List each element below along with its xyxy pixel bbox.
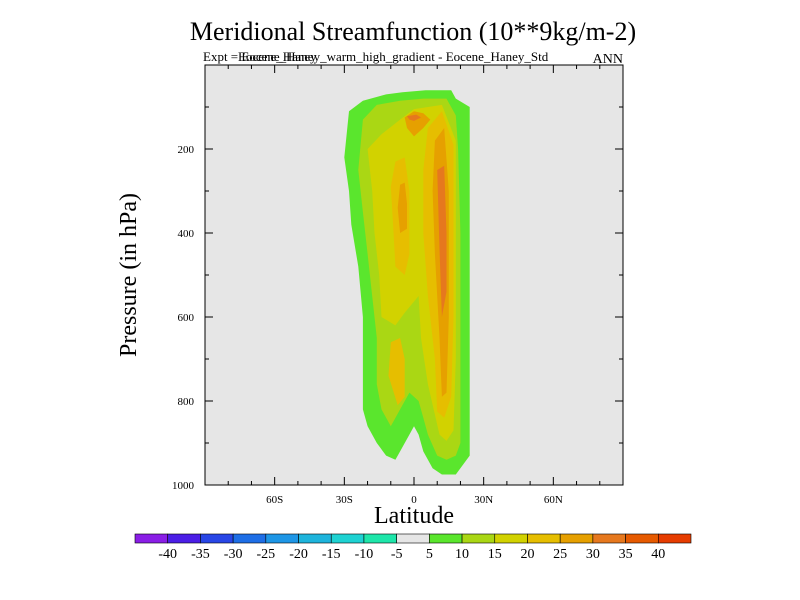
contour-fills — [344, 90, 470, 475]
colorbar-swatch — [298, 533, 332, 544]
y-tick-label: 1000 — [172, 480, 195, 492]
chart-title: Meridional Streamfunction (10**9kg/m-2) — [190, 17, 636, 46]
y-tick-label: 200 — [178, 144, 195, 156]
colorbar-label: -5 — [391, 547, 403, 562]
colorbar-label: 10 — [455, 547, 469, 562]
x-tick-label: 60N — [544, 494, 563, 506]
colorbar-label: -40 — [158, 547, 177, 562]
colorbar-label: -10 — [355, 547, 374, 562]
colorbar-swatch — [232, 533, 267, 544]
colorbar-label: -20 — [289, 547, 308, 562]
colorbar-swatch — [330, 533, 365, 544]
x-axis-label: Latitude — [374, 503, 454, 529]
colorbar-swatch — [396, 533, 430, 544]
y-tick-label: 400 — [178, 228, 195, 240]
colorbar-swatch — [657, 533, 692, 544]
colorbar-swatch — [429, 533, 463, 544]
colorbar-swatch — [592, 533, 626, 544]
axis-tick-labels: 60S 30S 0 30N 60N 200 400 600 800 1000 — [172, 144, 563, 506]
colorbar-label: 30 — [586, 547, 600, 562]
colorbar-labels: -40 -35 -30 -25 -20 -15 -10 -5 5 10 15 20 25 30 35 40 — [158, 547, 665, 562]
x-tick-label: 0 — [411, 494, 417, 506]
contour-region — [437, 165, 447, 317]
x-tick-label: 60S — [266, 494, 283, 506]
colorbar-swatch — [200, 533, 234, 544]
contour-region — [407, 114, 421, 121]
contour-region — [397, 182, 407, 233]
colorbar-swatch — [167, 533, 201, 544]
axis-ticks — [205, 65, 623, 485]
colorbar-swatch — [625, 533, 659, 544]
colorbar-swatch — [461, 533, 496, 544]
colorbar-swatch — [494, 533, 528, 544]
colorbar-swatch — [527, 533, 561, 544]
colorbar-label: 20 — [520, 547, 534, 562]
colorbar-swatch — [134, 533, 169, 544]
colorbar-swatch — [265, 533, 299, 544]
y-tick-label: 600 — [178, 312, 195, 324]
chart-subtitle-left: Expt = Eocene_Haney_warm_high_gradient -… — [203, 49, 549, 64]
colorbar — [134, 533, 692, 544]
colorbar-swatch — [559, 533, 594, 544]
colorbar-label: 35 — [619, 547, 633, 562]
y-axis-label: Pressure (in hPa) — [116, 193, 142, 357]
y-tick-label: 800 — [178, 396, 195, 408]
colorbar-label: -30 — [224, 547, 243, 562]
colorbar-swatch — [363, 533, 397, 544]
x-tick-label: 30N — [474, 494, 493, 506]
colorbar-label: -15 — [322, 547, 341, 562]
colorbar-label: -35 — [191, 547, 210, 562]
colorbar-label: -25 — [256, 547, 275, 562]
contour-region — [388, 338, 405, 406]
chart-subtitle-overlap: Eocene_Haney — [238, 49, 317, 64]
chart-subtitle-right: ANN — [593, 52, 623, 67]
x-tick-label: 30S — [336, 494, 353, 506]
colorbar-label: 15 — [488, 547, 502, 562]
colorbar-label: 40 — [651, 547, 665, 562]
colorbar-label: 25 — [553, 547, 567, 562]
colorbar-label: 5 — [426, 547, 433, 562]
